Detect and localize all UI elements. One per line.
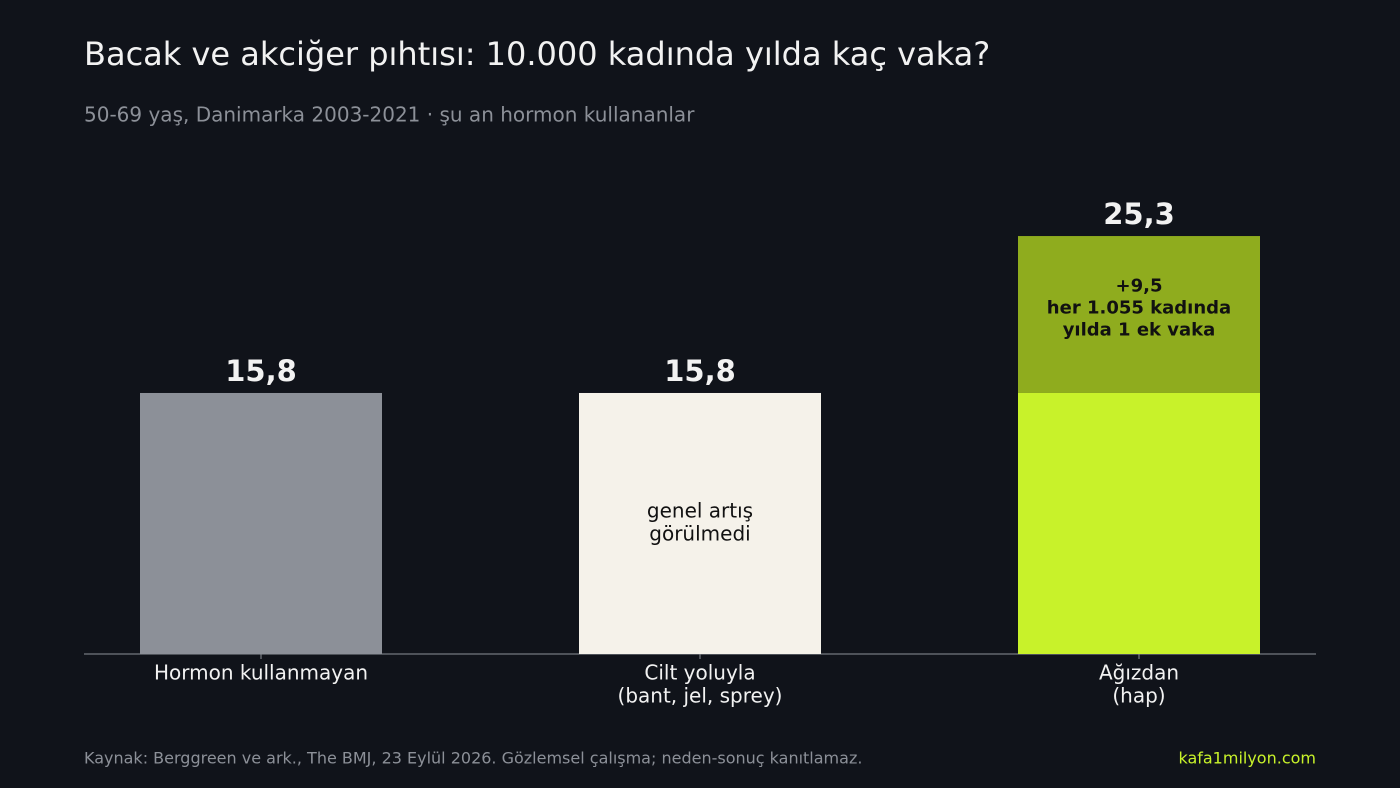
bar-segment: [140, 392, 382, 654]
chart-title: Bacak ve akciğer pıhtısı: 10.000 kadında…: [84, 35, 990, 73]
x-tick-label: (bant, jel, sprey): [618, 684, 783, 708]
site: kafa1milyon.com: [1178, 749, 1316, 768]
segment-label: her 1.055 kadında: [1047, 298, 1231, 319]
bar-note: görülmedi: [649, 521, 750, 545]
bar-segment: [579, 392, 821, 654]
bar-segment: [1018, 236, 1260, 393]
segment-label: yılda 1 ek vaka: [1063, 320, 1216, 341]
total-label: 25,3: [1103, 197, 1175, 231]
source: Kaynak: Berggreen ve ark., The BMJ, 23 E…: [84, 749, 862, 768]
total-label: 15,8: [664, 354, 736, 388]
x-tick-label: (hap): [1112, 684, 1165, 708]
total-label: 15,8: [225, 354, 297, 388]
segment-label: +9,5: [1116, 276, 1163, 297]
chart-subtitle: 50-69 yaş, Danimarka 2003-2021 · şu an h…: [84, 103, 695, 127]
bar-note: genel artış: [647, 498, 753, 522]
x-tick-label: Cilt yoluyla: [644, 661, 755, 685]
x-tick-label: Ağızdan: [1099, 661, 1179, 685]
bar-segment: [1018, 392, 1260, 654]
x-tick-label: Hormon kullanmayan: [154, 661, 368, 685]
